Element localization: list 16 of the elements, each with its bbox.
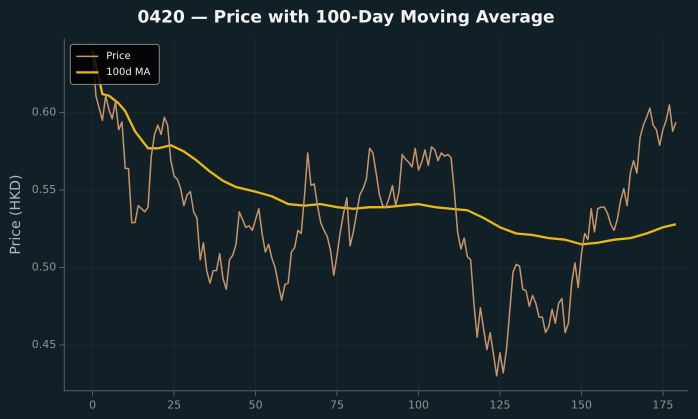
x-tick-label: 50 [248, 398, 263, 412]
y-tick-label: 0.50 [32, 260, 56, 274]
x-tick-label: 150 [570, 398, 592, 412]
x-tick-label: 175 [652, 398, 674, 412]
y-tick-label: 0.45 [32, 338, 56, 351]
y-tick-label: 0.55 [32, 182, 56, 196]
x-tick-label: 75 [330, 398, 344, 412]
chart-title: 0420 — Price with 100-Day Moving Average [137, 8, 555, 28]
y-axis-title: Price (HKD) [8, 174, 24, 255]
legend-label: 100d MA [106, 66, 151, 78]
x-tick-label: 25 [167, 398, 182, 412]
y-tick-label: 0.60 [32, 106, 56, 119]
x-tick-label: 100 [408, 398, 430, 412]
x-tick-label: 0 [89, 398, 96, 412]
legend-label: Price [106, 50, 131, 62]
x-tick-label: 125 [489, 398, 510, 412]
